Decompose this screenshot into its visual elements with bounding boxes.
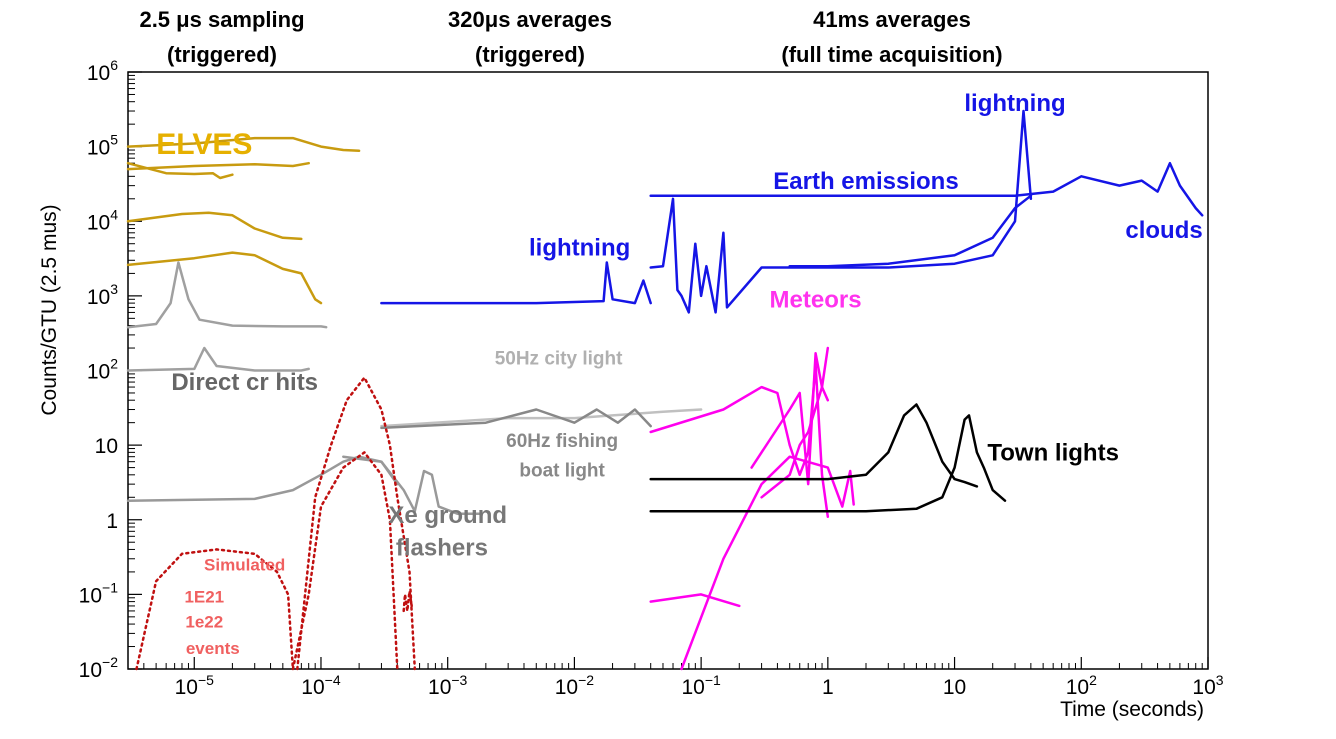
annotation-direct-cr-hits: Direct cr hits bbox=[171, 369, 318, 396]
header-320us-line1: 320μs averages bbox=[448, 7, 612, 32]
annotation-simulated: Simulated bbox=[204, 555, 285, 574]
y-axis-label: Counts/GTU (2.5 mus) bbox=[38, 204, 61, 415]
y-tick-label: 102 bbox=[87, 356, 118, 384]
series-simulated-1e21 bbox=[135, 548, 295, 671]
y-tick-label: 103 bbox=[87, 281, 118, 309]
x-tick-label: 10−4 bbox=[301, 672, 341, 699]
series-meteor-3 bbox=[680, 455, 855, 671]
series-earth-rise bbox=[788, 194, 1033, 268]
series-town-lights-1 bbox=[649, 403, 979, 488]
x-axis-label: Time (seconds) bbox=[1060, 698, 1204, 721]
annotation-1e21: 1E21 bbox=[184, 587, 224, 606]
series-simulated-tail bbox=[402, 590, 413, 613]
series-xe-flasher-early bbox=[126, 455, 399, 502]
annotation-xe-ground: Xe ground bbox=[388, 502, 507, 529]
series-clouds bbox=[1013, 161, 1204, 217]
y-tick-label: 106 bbox=[87, 57, 118, 85]
series-direct-cr-hits-2 bbox=[126, 346, 310, 372]
x-tick-label: 1 bbox=[822, 676, 834, 699]
x-tick-label: 10−2 bbox=[555, 672, 595, 699]
annotation-events: events bbox=[186, 639, 240, 658]
y-tick-label: 10 bbox=[95, 435, 118, 458]
series-xe-flasher bbox=[342, 455, 482, 516]
x-tick-label: 10 bbox=[943, 676, 966, 699]
annotation-elves: ELVES bbox=[156, 128, 252, 161]
x-tick-label: 103 bbox=[1192, 672, 1223, 699]
series-simulated-1e22-low bbox=[291, 451, 399, 671]
series-meteor-5 bbox=[649, 593, 741, 608]
y-tick-label: 104 bbox=[87, 206, 118, 234]
header-320us-line2: (triggered) bbox=[475, 42, 585, 67]
annotation-lightning: lightning bbox=[529, 234, 630, 261]
series-baseline-41ms bbox=[649, 109, 1033, 314]
series-elves-4 bbox=[126, 211, 303, 241]
series-elves-2 bbox=[126, 161, 234, 180]
annotation-clouds: clouds bbox=[1125, 217, 1202, 244]
y-tick-label: 10−2 bbox=[79, 654, 119, 682]
x-tick-label: 10−3 bbox=[428, 672, 468, 699]
annotation-flashers: flashers bbox=[396, 535, 488, 562]
annotation-1e22: 1e22 bbox=[185, 612, 223, 631]
annotation-60hz-fishing: 60Hz fishing bbox=[506, 431, 618, 452]
annotation-50hz-city-light: 50Hz city light bbox=[495, 349, 623, 370]
annotation-boat-light: boat light bbox=[519, 460, 605, 481]
annotation-earth-emissions: Earth emissions bbox=[773, 168, 958, 195]
header-sampling-line1: 2.5 μs sampling bbox=[139, 7, 304, 32]
header-sampling-line2: (triggered) bbox=[167, 42, 277, 67]
header-41ms-line2: (full time acquisition) bbox=[781, 42, 1002, 67]
series-60hz-fishing-boat-light bbox=[380, 408, 652, 430]
y-tick-label: 1 bbox=[106, 510, 118, 533]
x-tick-label: 10−1 bbox=[681, 672, 721, 699]
series-elves-3 bbox=[126, 161, 310, 171]
annotation-town-lights: Town lights bbox=[987, 440, 1119, 467]
series-elves-5 bbox=[126, 251, 323, 305]
chart-series bbox=[126, 109, 1204, 671]
y-tick-label: 10−1 bbox=[79, 579, 119, 607]
annotation-meteors: Meteors bbox=[770, 286, 862, 313]
series-direct-cr-hits-1 bbox=[126, 261, 328, 329]
series-50hz-city-light bbox=[380, 408, 703, 428]
x-tick-label: 10−5 bbox=[175, 672, 215, 699]
header-41ms-line1: 41ms averages bbox=[813, 7, 971, 32]
x-tick-label: 102 bbox=[1066, 672, 1097, 699]
chart-headers: 2.5 μs sampling (triggered) 320μs averag… bbox=[139, 7, 1002, 67]
series-simulated-1e22-high bbox=[296, 376, 417, 671]
y-tick-label: 105 bbox=[87, 132, 118, 160]
series-town-lights-2 bbox=[649, 414, 1007, 513]
x-axis-ticks: 10−5 10−4 10−3 10−2 10−1 1 10 102 103 bbox=[127, 657, 1224, 699]
annotation-lightning: lightning bbox=[964, 90, 1065, 117]
series-elves-1 bbox=[126, 136, 361, 153]
chart-annotations: ELVES Direct cr hits lightning Earth emissi… bbox=[156, 90, 1203, 658]
series-lightning-320us bbox=[380, 261, 652, 305]
